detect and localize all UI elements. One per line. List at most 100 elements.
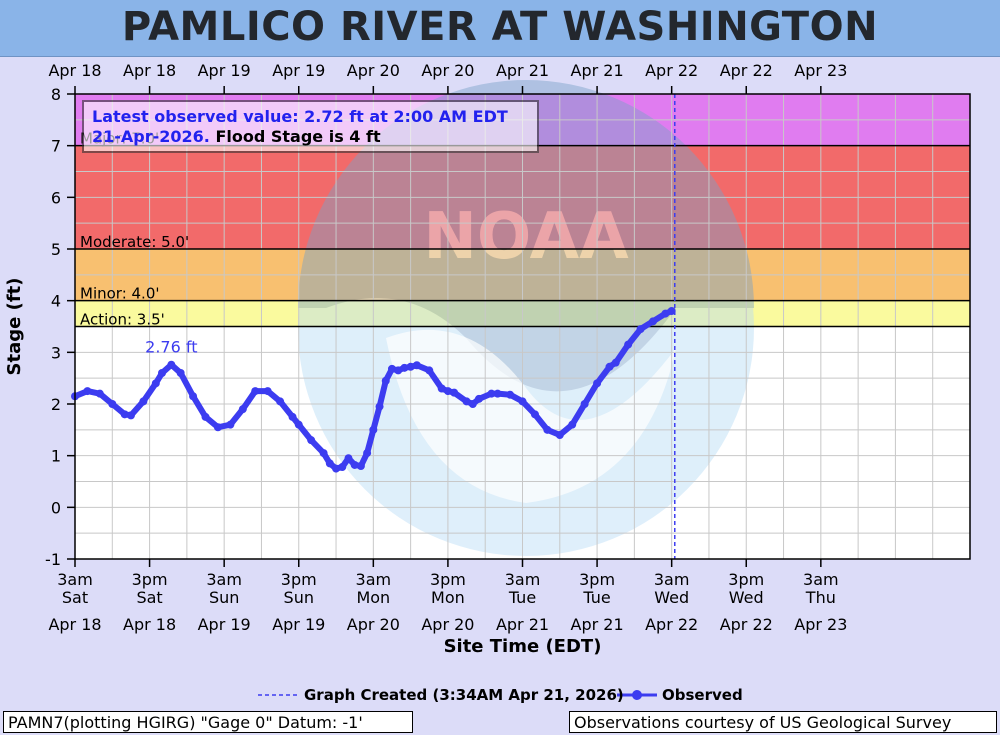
x-tick-label-day: Sat <box>136 588 162 607</box>
observed-point <box>667 307 676 315</box>
x-top-tick-label: Apr 21 <box>496 61 549 80</box>
x-tick-label-day: Mon <box>431 588 465 607</box>
observed-point <box>263 387 272 396</box>
x-top-tick-label: Apr 18 <box>48 61 101 80</box>
observed-series: 2.76 ft <box>71 307 676 473</box>
legend: Graph Created (3:34AM Apr 21, 2026) Obse… <box>0 684 1000 706</box>
x-tick-label-date: Apr 21 <box>496 615 549 634</box>
x-tick-label-day: Sun <box>284 588 314 607</box>
x-tick-label-day: Tue <box>508 588 536 607</box>
observed-point <box>363 449 372 458</box>
observed-point <box>369 425 378 434</box>
x-tick-label-time: 3am <box>803 570 839 589</box>
stage-chart: NOAA Major: 7.0'Moderate: 5.0'Minor: 4.0… <box>4 61 971 657</box>
watermark-wave <box>386 329 676 503</box>
x-tick-label-date: Apr 20 <box>347 615 400 634</box>
x-tick-label-time: 3am <box>206 570 242 589</box>
observed-point <box>493 389 502 398</box>
y-tick-label: 7 <box>51 137 61 156</box>
observed-point <box>375 402 384 411</box>
x-tick-label-day: Wed <box>654 588 689 607</box>
info-box: Latest observed value: 2.72 ft at 2:00 A… <box>82 100 539 153</box>
observed-point <box>443 387 452 396</box>
observed-point <box>605 362 614 371</box>
observed-point <box>83 387 92 396</box>
x-tick-label-time: 3pm <box>132 570 168 589</box>
y-tick-label: -1 <box>45 550 61 569</box>
x-tick-label-day: Sat <box>62 588 88 607</box>
x-tick-label-date: Apr 18 <box>123 615 176 634</box>
observed-point <box>332 464 341 473</box>
x-tick-label-date: Apr 21 <box>571 615 624 634</box>
x-tick-label-time: 3am <box>505 570 541 589</box>
x-tick-label-date: Apr 22 <box>645 615 698 634</box>
x-tick-label-date: Apr 23 <box>794 615 847 634</box>
x-tick-label-time: 3am <box>356 570 392 589</box>
observed-point <box>307 436 316 445</box>
observed-point <box>294 420 303 429</box>
observed-point <box>518 397 527 406</box>
observed-point <box>126 411 135 420</box>
x-tick-label-time: 3am <box>57 570 93 589</box>
observed-point <box>506 390 515 399</box>
x-axis-label: Site Time (EDT) <box>444 636 602 657</box>
info-line-2: 21-Apr-2026. Flood Stage is 4 ft <box>92 127 381 146</box>
observed-point <box>356 462 365 470</box>
x-top-tick-label: Apr 18 <box>123 61 176 80</box>
y-axis-label: Stage (ft) <box>4 278 25 376</box>
x-tick-label-time: 3pm <box>728 570 764 589</box>
observed-point <box>350 460 359 469</box>
observed-point <box>288 412 297 421</box>
y-tick-label: 8 <box>51 85 61 104</box>
minor-label: Minor: 4.0' <box>80 285 160 303</box>
info-line-1: Latest observed value: 2.72 ft at 2:00 A… <box>92 107 508 126</box>
watermark-top <box>298 80 754 392</box>
x-tick-label-date: Apr 18 <box>48 615 101 634</box>
footer-credit: Observations courtesy of US Geological S… <box>569 711 997 733</box>
x-tick-label-date: Apr 19 <box>272 615 325 634</box>
observed-point <box>474 394 483 403</box>
x-tick-label-time: 3pm <box>579 570 615 589</box>
observed-point <box>394 366 403 375</box>
x-top-tick-label: Apr 20 <box>347 61 400 80</box>
x-top-tick-label: Apr 22 <box>645 61 698 80</box>
x-tick-label-day: Sun <box>209 588 239 607</box>
watermark-logo: NOAA <box>423 200 629 274</box>
x-top-tick-label: Apr 21 <box>571 61 624 80</box>
observed-point <box>661 309 670 318</box>
y-tick-label: 3 <box>51 343 61 362</box>
x-tick-label-day: Mon <box>356 588 390 607</box>
observed-point <box>226 420 235 429</box>
observed-point <box>251 387 260 396</box>
observed-point <box>158 369 167 377</box>
y-tick-label: 0 <box>51 498 61 517</box>
x-tick-label-time: 3pm <box>281 570 317 589</box>
footer-datum: PAMN7(plotting HGIRG) "Gage 0" Datum: -1… <box>3 711 413 733</box>
y-tick-label: 5 <box>51 240 61 259</box>
observed-point <box>167 360 176 369</box>
x-tick-label-day: Tue <box>582 588 610 607</box>
x-tick-label-date: Apr 22 <box>720 615 773 634</box>
title-bar: PAMLICO RIVER AT WASHINGTON <box>0 0 1000 57</box>
observed-point <box>319 449 328 458</box>
observed-point <box>338 463 347 472</box>
observed-point <box>213 423 222 432</box>
observed-point <box>344 454 353 463</box>
observed-point <box>139 397 148 406</box>
watermark-circle <box>298 100 754 556</box>
observed-point <box>425 366 434 375</box>
observed-point <box>580 400 589 408</box>
observed-point <box>593 379 602 388</box>
x-tick-label-date: Apr 20 <box>421 615 474 634</box>
observed-point <box>450 388 459 397</box>
x-top-tick-label: Apr 19 <box>272 61 325 80</box>
observed-point <box>325 459 334 468</box>
action-label: Action: 3.5' <box>80 311 165 329</box>
x-top-tick-label: Apr 20 <box>421 61 474 80</box>
info-box-bg <box>82 100 539 153</box>
info-flood-stage: Flood Stage is 4 ft <box>210 127 381 146</box>
observed-point <box>108 400 117 408</box>
observed-point <box>381 376 390 385</box>
moderate-label: Moderate: 5.0' <box>80 233 189 251</box>
page-title: PAMLICO RIVER AT WASHINGTON <box>121 4 879 50</box>
